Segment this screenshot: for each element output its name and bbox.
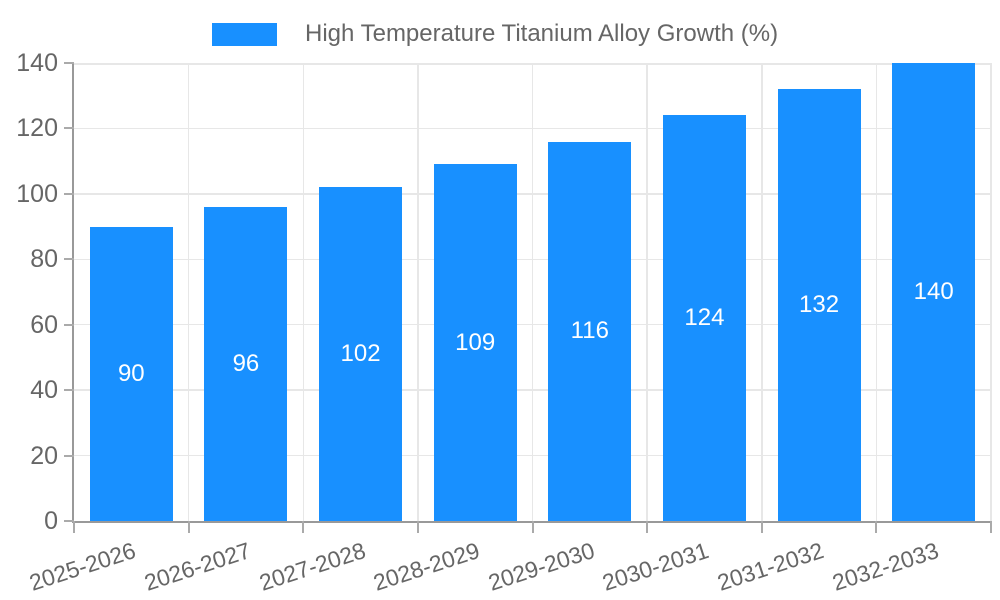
x-axis-tick-label: 2031-2032 bbox=[714, 537, 827, 596]
y-axis-tick-label: 0 bbox=[44, 507, 58, 535]
x-axis-tick-label: 2028-2029 bbox=[370, 537, 483, 596]
x-gridline bbox=[761, 63, 763, 521]
y-axis-tick-label: 120 bbox=[16, 114, 58, 143]
x-axis-tick bbox=[302, 521, 305, 533]
x-axis-tick bbox=[990, 521, 992, 533]
bar-value-label: 109 bbox=[455, 328, 496, 356]
legend[interactable]: High Temperature Titanium Alloy Growth (… bbox=[212, 20, 778, 48]
x-axis-tick-label: 2025-2026 bbox=[26, 537, 140, 596]
x-gridline bbox=[646, 63, 648, 521]
y-axis-tick bbox=[64, 454, 74, 457]
bar-value-label: 140 bbox=[913, 278, 954, 305]
bar-2032-2033[interactable]: 140 bbox=[892, 63, 976, 521]
x-axis-tick bbox=[416, 521, 419, 533]
y-axis-tick-label: 80 bbox=[30, 245, 58, 274]
y-axis-tick-label: 100 bbox=[16, 179, 58, 208]
bar-2027-2028[interactable]: 102 bbox=[319, 187, 403, 521]
x-axis-tick-label: 2032-2033 bbox=[828, 537, 942, 596]
legend-swatch bbox=[212, 22, 277, 46]
x-axis-tick bbox=[760, 521, 763, 533]
x-axis-tick-label: 2029-2030 bbox=[484, 537, 598, 596]
x-gridline bbox=[187, 63, 190, 521]
x-gridline bbox=[302, 63, 304, 521]
bar-2028-2029[interactable]: 109 bbox=[433, 164, 517, 521]
bar-2030-2031[interactable]: 124 bbox=[662, 115, 746, 521]
y-axis-tick bbox=[64, 127, 74, 130]
bar-2026-2027[interactable]: 96 bbox=[204, 206, 288, 521]
x-axis-tick bbox=[187, 521, 190, 533]
bar-value-label: 102 bbox=[340, 340, 381, 368]
y-axis-tick bbox=[64, 520, 74, 522]
legend-label: High Temperature Titanium Alloy Growth (… bbox=[305, 20, 779, 47]
bar-value-label: 96 bbox=[232, 349, 260, 377]
x-axis-tick bbox=[73, 521, 75, 533]
plot-area: 90 96 102 109 116 124 132 140 bbox=[72, 63, 992, 523]
y-axis-tick bbox=[64, 323, 74, 326]
bar-value-label: 116 bbox=[570, 317, 609, 345]
bar-2025-2026[interactable]: 90 bbox=[89, 226, 173, 521]
x-axis-tick bbox=[646, 521, 649, 533]
y-axis-tick bbox=[64, 258, 74, 261]
y-axis-tick bbox=[64, 192, 74, 195]
bar-2031-2032[interactable]: 132 bbox=[777, 89, 861, 521]
y-axis-tick bbox=[64, 62, 74, 64]
x-axis-tick bbox=[875, 521, 878, 533]
bar-value-label: 90 bbox=[117, 359, 145, 387]
x-axis-tick-label: 2030-2031 bbox=[599, 537, 713, 596]
y-axis-tick-label: 20 bbox=[30, 441, 58, 470]
x-gridline bbox=[990, 63, 992, 521]
y-axis-tick-label: 60 bbox=[30, 310, 58, 339]
y-axis-tick-label: 40 bbox=[30, 376, 58, 405]
x-axis-tick-label: 2027-2028 bbox=[255, 537, 369, 596]
bar-2029-2030[interactable]: 116 bbox=[548, 141, 632, 521]
y-axis-tick-label: 140 bbox=[16, 49, 58, 77]
y-axis-tick bbox=[64, 389, 74, 392]
x-gridline bbox=[875, 63, 878, 521]
bar-value-label: 132 bbox=[799, 291, 840, 319]
x-axis-tick bbox=[531, 521, 534, 533]
x-gridline bbox=[531, 63, 534, 521]
bar-value-label: 124 bbox=[684, 304, 725, 332]
x-gridline bbox=[417, 63, 419, 521]
x-axis-tick-label: 2026-2027 bbox=[141, 537, 254, 596]
